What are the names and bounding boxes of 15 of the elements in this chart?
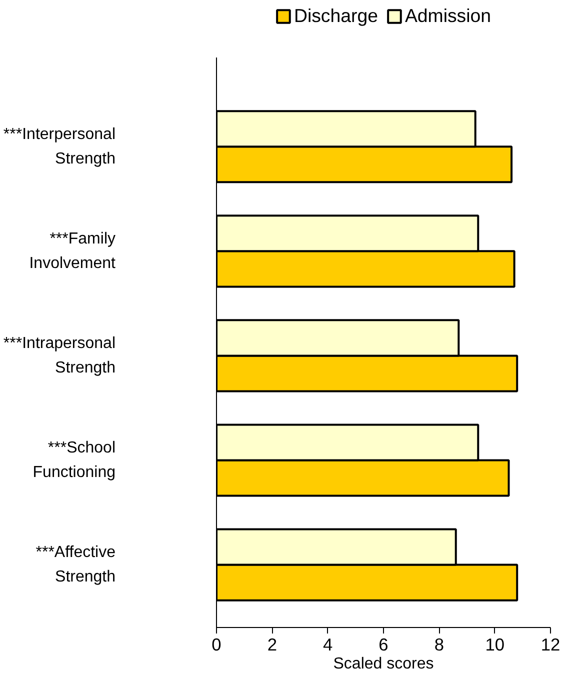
- y-tick-label: ***School Functioning: [32, 439, 116, 482]
- x-tick-label: 6: [378, 634, 388, 654]
- x-tick-label: 0: [212, 634, 222, 654]
- x-tick-label: 12: [540, 634, 560, 654]
- x-axis-title: Scaled scores: [333, 656, 434, 672]
- y-tick-label: ***Family Involvement: [29, 230, 116, 272]
- y-tick-label: ***Affective Strength: [36, 544, 116, 586]
- x-tick-label: 10: [485, 634, 504, 654]
- x-tick-label: 8: [434, 634, 444, 654]
- y-tick-label: ***Intrapersonal Strength: [3, 334, 116, 377]
- x-tick-label: 4: [323, 634, 334, 654]
- legend-label: Discharge: [294, 5, 378, 27]
- legend-label: Admission: [404, 5, 492, 27]
- x-tick-label: 2: [267, 634, 277, 654]
- y-tick-label: ***Interpersonal Strength: [3, 126, 116, 168]
